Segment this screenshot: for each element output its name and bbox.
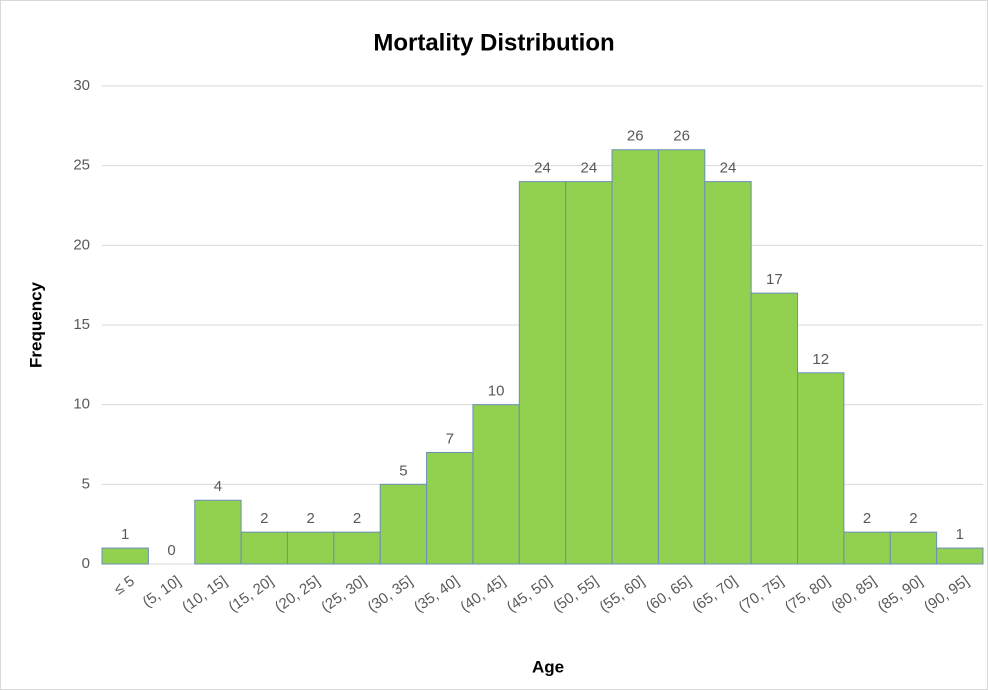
- data-label: 12: [812, 351, 829, 368]
- data-label: 2: [863, 510, 871, 527]
- bar: [194, 499, 242, 565]
- data-label: 1: [121, 526, 129, 543]
- data-label: 24: [534, 160, 551, 177]
- bar: [240, 531, 288, 565]
- y-tick-label: 5: [82, 475, 90, 492]
- bar: [657, 149, 706, 565]
- y-axis-title: Frequency: [26, 281, 45, 368]
- bar: [518, 181, 567, 565]
- y-tick-label: 20: [73, 236, 90, 253]
- y-tick-label: 30: [73, 77, 90, 94]
- bar: [750, 292, 799, 565]
- data-label: 7: [446, 430, 454, 447]
- y-tick-label: 15: [73, 316, 90, 333]
- data-label: 2: [306, 510, 314, 527]
- bar: [333, 531, 381, 565]
- bar: [797, 372, 845, 565]
- y-tick-label: 0: [82, 555, 90, 572]
- bar: [426, 451, 474, 565]
- bar: [704, 181, 752, 565]
- bar: [843, 531, 891, 565]
- bar: [611, 149, 659, 565]
- y-tick-label: 25: [73, 157, 90, 174]
- data-label: 5: [399, 462, 407, 479]
- bar: [472, 404, 520, 565]
- x-axis-title: Age: [532, 657, 564, 676]
- bar: [889, 531, 938, 565]
- data-label: 26: [673, 128, 690, 145]
- chart-title: Mortality Distribution: [373, 29, 614, 56]
- data-label: 24: [581, 160, 598, 177]
- bar: [286, 531, 335, 565]
- data-label: 4: [214, 478, 222, 495]
- bar: [379, 483, 428, 565]
- bar: [936, 547, 984, 565]
- data-label: 26: [627, 128, 644, 145]
- data-label: 2: [260, 510, 268, 527]
- y-tick-label: 10: [73, 396, 90, 413]
- data-label: 10: [488, 383, 505, 400]
- data-label: 2: [909, 510, 917, 527]
- data-label: 0: [167, 542, 175, 559]
- bar: [565, 181, 613, 565]
- bar: [101, 547, 149, 565]
- data-label: 1: [956, 526, 964, 543]
- data-label: 17: [766, 271, 783, 288]
- data-label: 24: [720, 160, 737, 177]
- data-label: 2: [353, 510, 361, 527]
